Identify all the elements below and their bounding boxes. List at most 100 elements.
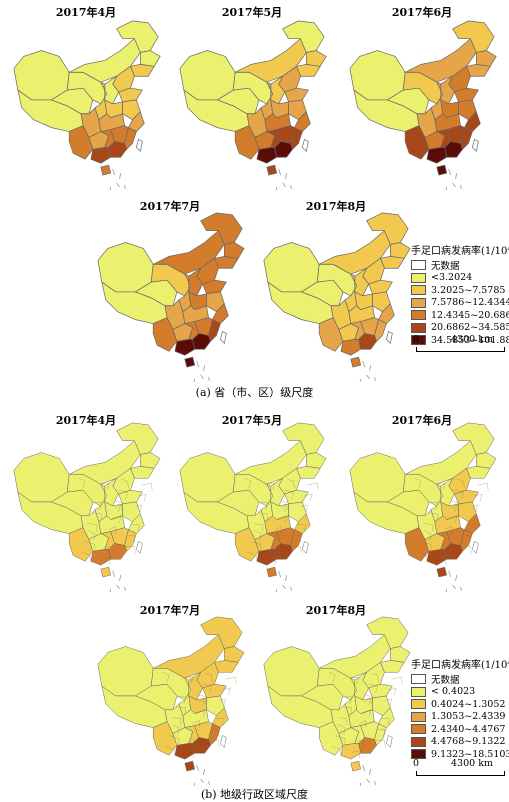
region-liaoning	[130, 466, 155, 479]
scale-bar: 0 4300 km	[413, 334, 509, 354]
legend-swatch	[411, 335, 426, 346]
caption-b: (b) 地级行政区域尺度	[200, 788, 309, 801]
region-yunnan	[404, 125, 430, 160]
region-zhejiang	[212, 303, 229, 324]
legend-swatch	[411, 674, 426, 685]
map-april-province: 2017年4月	[2, 0, 170, 190]
legend-prefecture: 手足口病发病率(1/10⁴) 无数据 < 0.4023 0.4024~1.3052 1…	[411, 656, 509, 761]
region-guangdong	[444, 543, 463, 560]
region-taiwan	[136, 138, 143, 153]
region-hainan	[184, 760, 196, 772]
map-june-province: 2017年6月	[338, 0, 506, 190]
region-jilin	[140, 50, 161, 67]
caption-a: (a) 省（市、区）级尺度	[195, 386, 314, 399]
region-hainan	[100, 566, 112, 578]
legend-title: 手足口病发病率(1/10⁴)	[411, 660, 509, 671]
scale-bar: 0 4300 km	[413, 758, 509, 778]
region-yunnan	[318, 317, 344, 352]
region-shandong	[284, 87, 309, 103]
region-shandong	[454, 87, 479, 103]
china-choropleth	[263, 212, 411, 382]
region-shandong	[118, 489, 143, 505]
legend-item: 2.4340~4.4767	[411, 723, 509, 736]
region-guangdong	[192, 333, 211, 350]
region-guangdong	[358, 333, 377, 350]
legend-label: <3.2024	[431, 272, 473, 284]
scale-zero: 0	[413, 758, 420, 769]
legend-item: 12.4345~20.6861	[411, 309, 509, 322]
legend-swatch	[411, 699, 426, 710]
region-yunnan	[404, 527, 430, 562]
map-title: 2017年6月	[391, 6, 453, 19]
region-yunnan	[68, 527, 94, 562]
region-jilin	[476, 50, 497, 67]
region-hainan	[266, 566, 278, 578]
region-yunnan	[152, 317, 178, 352]
region-zhejiang	[464, 111, 481, 132]
south-sea-islands-inset	[109, 169, 126, 190]
region-guangdong	[274, 543, 293, 560]
region-shandong	[454, 489, 479, 505]
legend-label: 4.4768~9.1322	[431, 736, 506, 748]
region-yunnan	[234, 125, 260, 160]
region-jilin	[390, 646, 411, 663]
map-title: 2017年8月	[305, 200, 367, 213]
legend-item: 20.6862~34.5852	[411, 322, 509, 335]
region-liaoning	[466, 466, 491, 479]
region-xinjiang	[13, 50, 70, 101]
legend-item: 1.3053~2.4339	[411, 711, 509, 724]
region-jilin	[476, 452, 497, 469]
legend-item: 7.5786~12.4344	[411, 297, 509, 310]
region-xinjiang	[349, 452, 406, 503]
legend-label: 9.1323~18.5103	[431, 748, 509, 760]
region-hainan	[436, 164, 448, 176]
prefecture-boundaries	[163, 672, 237, 759]
south-sea-islands-inset	[359, 765, 376, 786]
legend-label: 3.2025~7.5785	[431, 284, 506, 296]
region-zhejiang	[212, 707, 229, 728]
region-guangdong	[108, 543, 127, 560]
region-xinjiang	[263, 242, 320, 293]
legend-label: 无数据	[431, 675, 460, 687]
region-yunnan	[152, 721, 178, 756]
region-hainan	[436, 566, 448, 578]
legend-swatch	[411, 322, 426, 333]
prefecture-boundaries	[79, 478, 153, 565]
region-guangdong	[358, 737, 377, 754]
legend-item: 9.1323~18.5103	[411, 748, 509, 761]
map-title: 2017年4月	[55, 6, 117, 19]
legend-item: 0.4024~1.3052	[411, 698, 509, 711]
map-july-prefecture: 2017年7月	[86, 596, 254, 786]
south-sea-islands-inset	[193, 765, 210, 786]
region-jilin	[224, 242, 245, 259]
map-april-prefecture: 2017年4月	[2, 402, 170, 592]
region-zhejiang	[128, 111, 145, 132]
scale-line	[416, 771, 505, 776]
region-shandong	[118, 87, 143, 103]
china-choropleth	[179, 422, 327, 592]
map-title: 2017年7月	[139, 200, 201, 213]
legend-label: 无数据	[431, 261, 460, 273]
region-jilin	[224, 646, 245, 663]
region-taiwan	[220, 330, 227, 345]
region-zhejiang	[294, 513, 311, 534]
region-taiwan	[136, 541, 143, 554]
region-xinjiang	[179, 452, 236, 503]
map-title: 2017年8月	[305, 604, 367, 617]
region-jilin	[390, 242, 411, 259]
map-may-prefecture: 2017年5月	[168, 402, 336, 592]
region-hainan	[100, 164, 112, 176]
map-title: 2017年6月	[391, 414, 453, 427]
region-guangxi	[256, 147, 278, 164]
region-zhejiang	[294, 111, 311, 132]
legend-swatch	[411, 272, 426, 283]
region-jilin	[306, 452, 327, 469]
legend-item: 无数据	[411, 673, 509, 686]
region-shandong	[368, 683, 393, 699]
legend-swatch	[411, 260, 426, 271]
region-taiwan	[472, 138, 479, 153]
legend-label: 34.5853~101.8866	[431, 334, 509, 346]
china-choropleth	[13, 422, 161, 592]
legend-items: 无数据 < 0.4023 0.4024~1.3052 1.3053~2.4339 2.4…	[411, 673, 509, 761]
region-shandong	[284, 489, 309, 505]
